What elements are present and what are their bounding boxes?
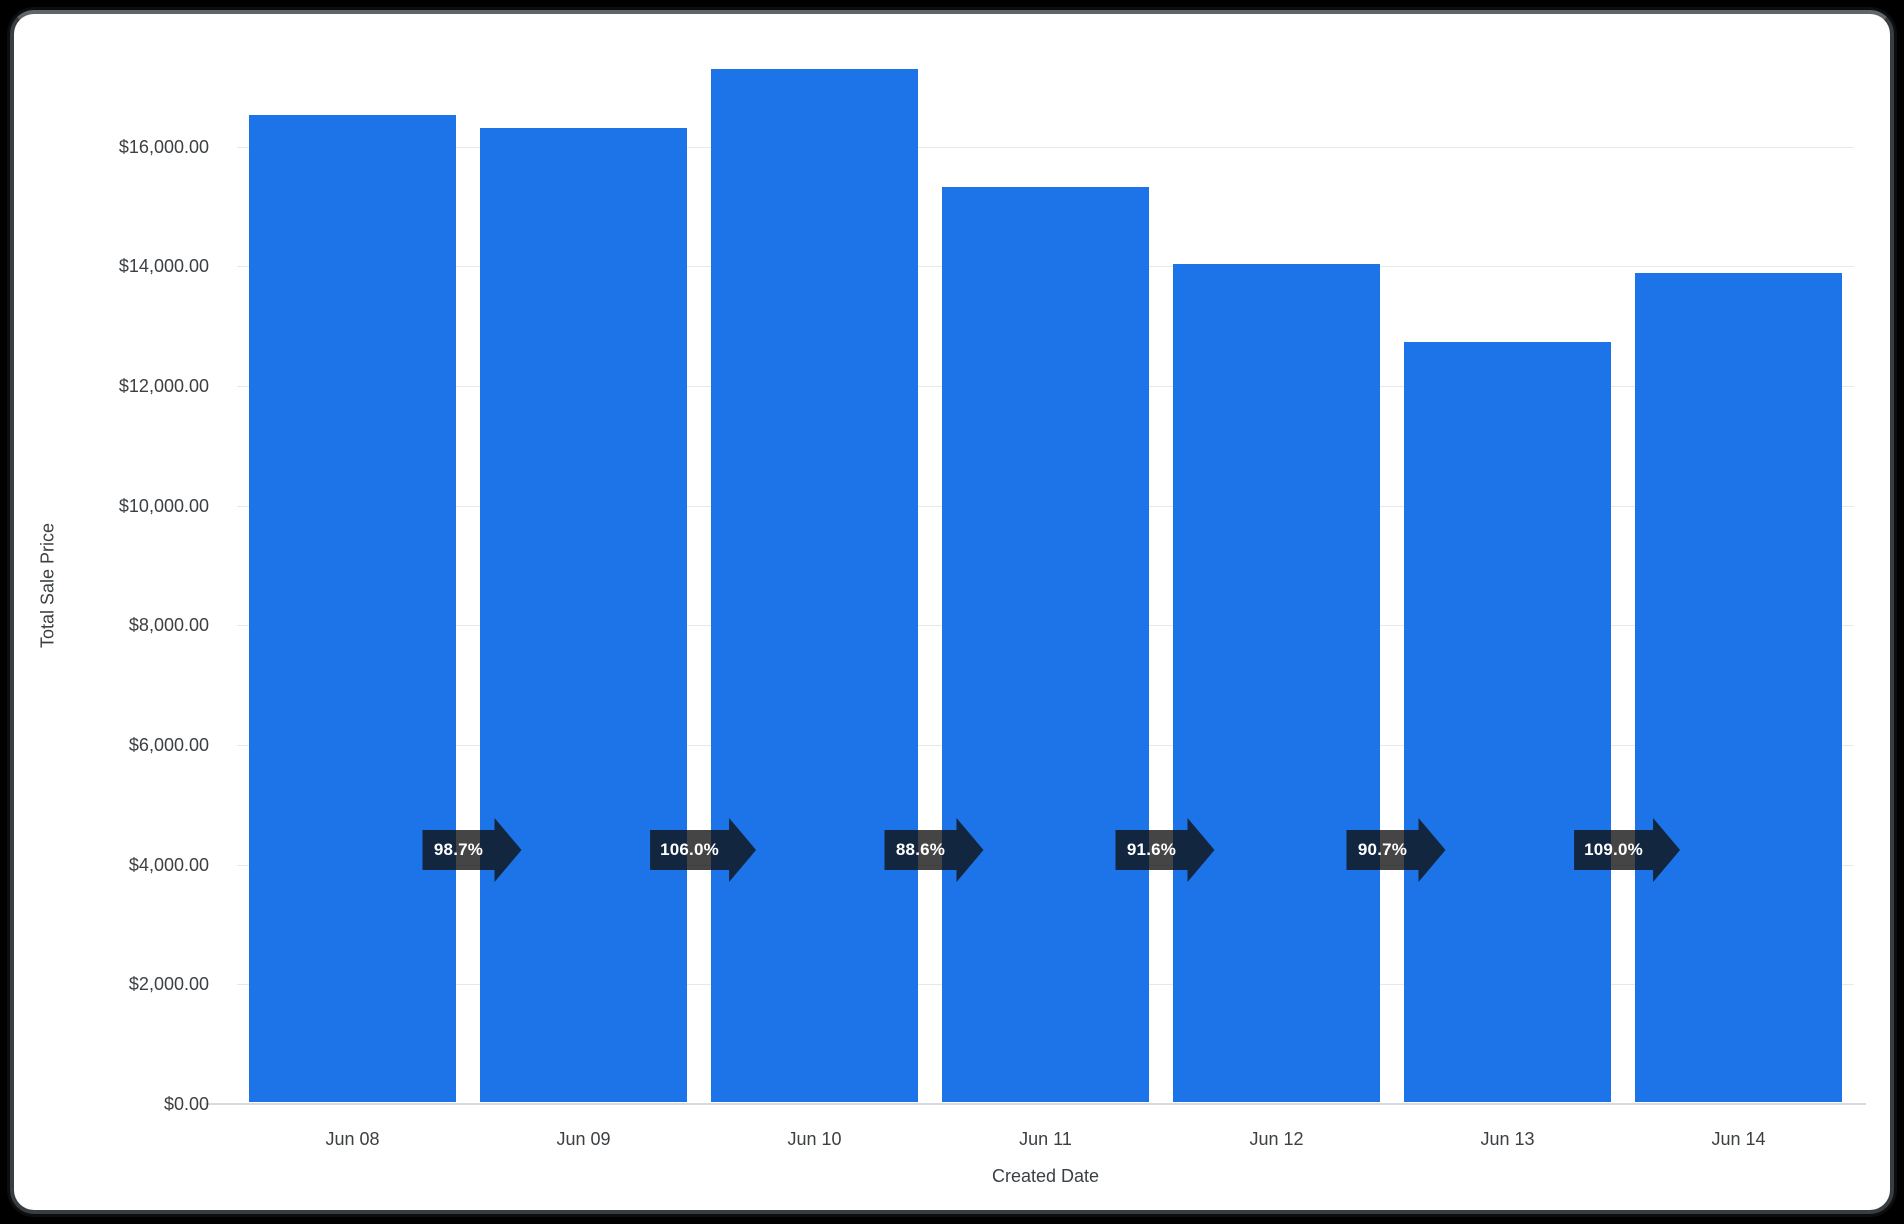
y-tick-label: $8,000.00: [128, 615, 209, 636]
x-axis-title: Created Date: [991, 1166, 1100, 1186]
x-tick-label: Jun 13: [1480, 1129, 1535, 1149]
x-tick-label: Jun 11: [1019, 1129, 1072, 1149]
growth-badge-label: 91.6%: [1126, 840, 1177, 859]
growth-badge-body: 91.6%: [1115, 830, 1188, 870]
bar[interactable]: [1173, 263, 1380, 1102]
y-tick-label: $10,000.00: [118, 495, 209, 516]
y-tick-label: $12,000.00: [118, 376, 209, 397]
arrow-right-icon: [956, 818, 984, 882]
growth-badge-body: 88.6%: [884, 830, 957, 870]
plot-area: 98.7% 106.0% 88.6% 91.6% 90.7% 109.0%: [205, 39, 1866, 1105]
growth-badge-label: 98.7%: [433, 840, 484, 859]
growth-badge-label: 109.0%: [1584, 840, 1643, 859]
y-tick-label: $16,000.00: [118, 136, 209, 157]
arrow-right-icon: [1652, 818, 1680, 882]
bar[interactable]: [942, 186, 1149, 1102]
x-tick-label: Jun 14: [1711, 1129, 1766, 1149]
y-tick-label: $14,000.00: [118, 256, 209, 277]
x-tick-label: Jun 09: [556, 1129, 611, 1149]
arrow-right-icon: [494, 818, 522, 882]
growth-badge-label: 106.0%: [660, 840, 719, 859]
x-tick-label: Jun 08: [325, 1129, 380, 1149]
bar[interactable]: [249, 114, 456, 1102]
growth-badge-body: 109.0%: [1574, 830, 1653, 870]
x-tick-label: Jun 12: [1249, 1129, 1304, 1149]
bar-chart: Total Sale Price 98.7% 106.0% 88.6% 91.6% 90…: [14, 14, 1890, 1210]
bar[interactable]: [1404, 341, 1611, 1102]
arrow-right-icon: [1187, 818, 1215, 882]
bar[interactable]: [480, 127, 687, 1102]
growth-badge-body: 90.7%: [1346, 830, 1419, 870]
growth-arrow-badge: 90.7%: [1346, 818, 1446, 882]
growth-arrow-badge: 106.0%: [650, 818, 756, 882]
y-tick-label: $2,000.00: [128, 974, 209, 995]
growth-arrow-badge: 88.6%: [884, 818, 984, 882]
growth-badge-label: 90.7%: [1357, 840, 1408, 859]
bar[interactable]: [1635, 273, 1842, 1102]
y-axis-title: Total Sale Price: [37, 522, 58, 649]
gridline: [237, 146, 1854, 148]
y-tick-label: $4,000.00: [128, 854, 209, 875]
x-tick-label: Jun 10: [787, 1129, 842, 1149]
growth-badge-label: 88.6%: [895, 840, 946, 859]
x-axis-baseline: [205, 1103, 1866, 1105]
bar[interactable]: [711, 69, 918, 1102]
growth-badge-body: 98.7%: [422, 830, 495, 870]
growth-arrow-badge: 109.0%: [1574, 818, 1680, 882]
growth-arrow-badge: 98.7%: [422, 818, 522, 882]
arrow-right-icon: [1418, 818, 1446, 882]
y-tick-label: $6,000.00: [128, 735, 209, 755]
arrow-right-icon: [728, 818, 756, 882]
growth-arrow-badge: 91.6%: [1115, 818, 1215, 882]
chart-card: Total Sale Price 98.7% 106.0% 88.6% 91.6% 90…: [10, 10, 1894, 1214]
y-tick-label: $0.00: [163, 1094, 209, 1114]
growth-badge-body: 106.0%: [650, 830, 729, 870]
